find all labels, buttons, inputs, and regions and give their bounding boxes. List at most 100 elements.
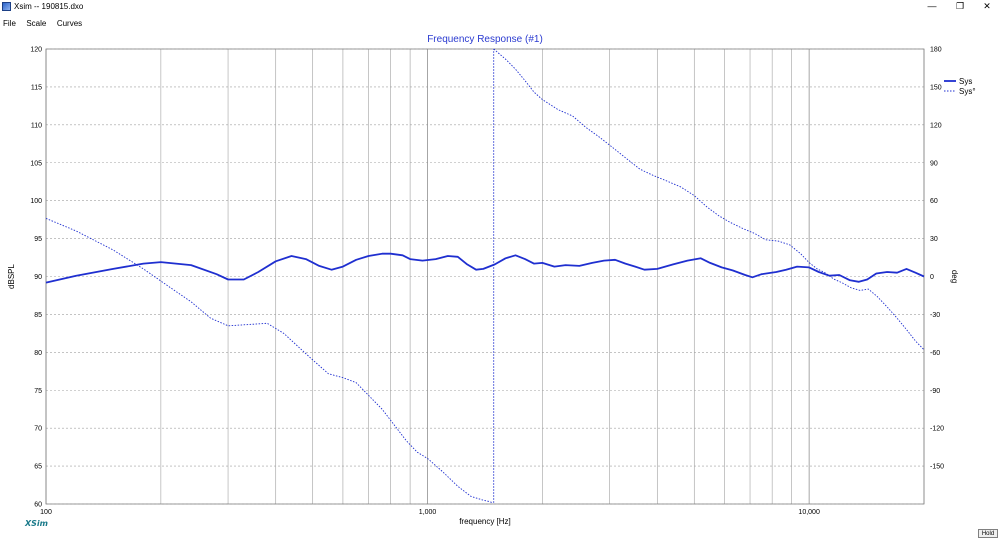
data-point	[515, 255, 516, 256]
x-tick-label: 10,000	[798, 509, 820, 516]
title-bar: Xsim -- 190815.dxo — ❐ ✕	[0, 0, 1000, 13]
data-point	[542, 262, 543, 263]
data-point	[818, 271, 819, 272]
y-tick-label: 95	[34, 236, 42, 243]
y-tick-label: 65	[34, 464, 42, 471]
data-point	[809, 262, 810, 263]
data-point	[915, 340, 916, 341]
y2-tick-label: -60	[930, 350, 940, 357]
data-point	[906, 329, 907, 330]
data-point	[778, 241, 779, 242]
menu-file[interactable]: File	[3, 19, 16, 28]
menu-scale[interactable]: Scale	[26, 19, 47, 28]
data-point	[839, 274, 840, 275]
hold-button[interactable]: Hold	[978, 529, 998, 538]
data-point	[859, 290, 860, 291]
y-tick-label: 115	[31, 84, 42, 91]
data-point	[886, 271, 887, 272]
data-point	[849, 280, 850, 281]
data-point	[143, 263, 144, 264]
data-point	[291, 255, 292, 256]
data-point	[483, 268, 484, 269]
y2-axis-label: deg	[950, 270, 959, 283]
data-point	[923, 349, 924, 350]
y2-tick-label: 180	[930, 47, 942, 54]
menu-curves[interactable]: Curves	[56, 19, 83, 28]
chart-title: Frequency Response (#1)	[427, 34, 543, 45]
data-point	[625, 157, 626, 158]
data-point	[368, 395, 369, 396]
frequency-response-chart[interactable]: 60 65 70 75 80 85 90 95 100 105 110 115 120 -150 -120 -…	[0, 26, 1000, 539]
data-point	[533, 91, 534, 92]
data-point	[267, 323, 268, 324]
data-point	[331, 269, 332, 270]
data-point	[275, 261, 276, 262]
data-point	[867, 279, 868, 280]
data-point	[609, 144, 610, 145]
data-point	[598, 136, 599, 137]
data-point	[368, 255, 369, 256]
data-point	[493, 48, 494, 49]
data-point	[515, 69, 516, 70]
data-point	[833, 278, 834, 279]
data-point	[258, 271, 259, 272]
y-tick-label: 120	[30, 47, 42, 54]
data-point	[494, 264, 495, 265]
data-point	[923, 276, 924, 277]
data-point	[797, 266, 798, 267]
data-point	[342, 266, 343, 267]
data-point	[356, 259, 357, 260]
minimize-button[interactable]: —	[927, 1, 937, 11]
data-point	[687, 260, 688, 261]
series-sys-phase	[45, 48, 925, 504]
data-point	[457, 256, 458, 257]
plot-area[interactable]: 60 65 70 75 80 85 90 95 100 105 110 115 120 -150 -120 -…	[0, 26, 1000, 539]
y2-tick-label: -90	[930, 388, 940, 395]
data-point	[603, 260, 604, 261]
data-point	[765, 239, 766, 240]
data-point	[443, 472, 444, 473]
y2-tick-label: -30	[930, 312, 940, 319]
data-point	[190, 265, 191, 266]
data-point	[657, 268, 658, 269]
menu-bar: File Scale Curves	[0, 13, 1000, 28]
data-point	[789, 244, 790, 245]
data-point	[915, 272, 916, 273]
data-point	[742, 228, 743, 229]
y2-tick-label: 150	[930, 84, 942, 91]
data-point	[652, 175, 653, 176]
data-point	[565, 265, 566, 266]
data-point	[579, 265, 580, 266]
data-point	[227, 325, 228, 326]
data-point	[328, 373, 329, 374]
data-point	[542, 99, 543, 100]
data-point	[505, 59, 506, 60]
data-point	[410, 258, 411, 259]
data-point	[776, 271, 777, 272]
data-point	[447, 255, 448, 256]
data-point	[417, 452, 418, 453]
x-tick-label: 1,000	[419, 509, 437, 516]
data-point	[824, 272, 825, 273]
restore-button[interactable]: ❐	[955, 1, 965, 11]
data-point	[533, 263, 534, 264]
data-point	[625, 263, 626, 264]
x-axis-label: frequency [Hz]	[459, 517, 511, 526]
data-point	[381, 409, 382, 410]
data-point	[718, 215, 719, 216]
data-point	[356, 382, 357, 383]
data-point	[470, 496, 471, 497]
close-button[interactable]: ✕	[983, 1, 991, 11]
data-point	[435, 258, 436, 259]
data-point	[752, 277, 753, 278]
data-point	[592, 262, 593, 263]
data-point	[680, 186, 681, 187]
data-point	[76, 275, 77, 276]
data-point	[227, 279, 228, 280]
data-point	[390, 253, 391, 254]
y-tick-label: 100	[30, 198, 42, 205]
data-point	[216, 274, 217, 275]
data-point	[505, 258, 506, 259]
data-point	[761, 274, 762, 275]
y-tick-label: 80	[34, 350, 42, 357]
